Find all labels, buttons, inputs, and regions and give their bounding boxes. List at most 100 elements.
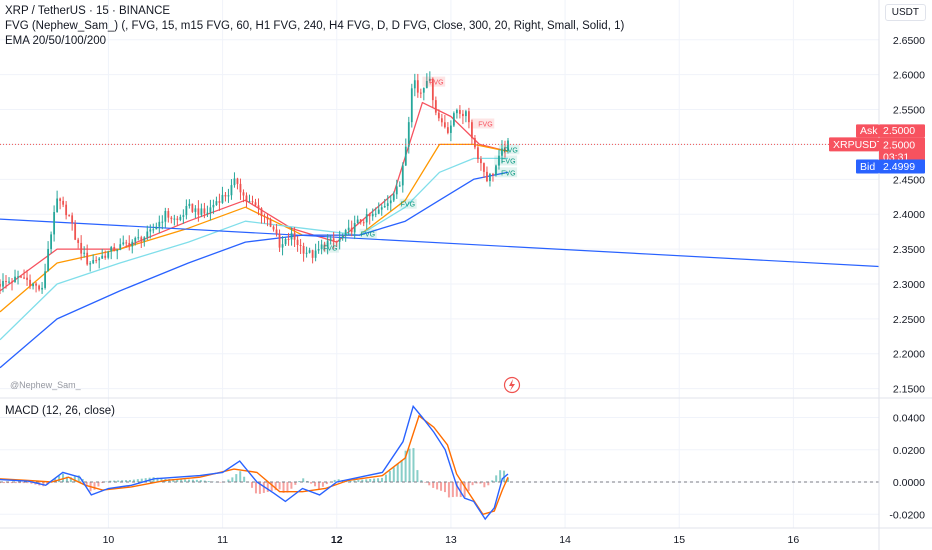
macd-histogram-bar[interactable]: [392, 467, 395, 483]
candle[interactable]: [486, 166, 488, 183]
candle[interactable]: [248, 194, 251, 203]
macd-histogram-bar[interactable]: [180, 479, 183, 483]
candle[interactable]: [302, 242, 305, 262]
fvg-zone[interactable]: [494, 167, 518, 178]
candle[interactable]: [495, 164, 497, 177]
candle[interactable]: [311, 249, 314, 264]
candle[interactable]: [230, 179, 233, 200]
macd-histogram-bar[interactable]: [388, 470, 391, 483]
macd-histogram-bar[interactable]: [254, 482, 257, 494]
macd-histogram-bar[interactable]: [325, 482, 328, 485]
candle[interactable]: [170, 215, 173, 224]
macd-histogram-bar[interactable]: [443, 482, 446, 493]
macd-histogram-bar[interactable]: [243, 476, 246, 483]
macd-signal-line[interactable]: [0, 414, 509, 516]
macd-histogram-bar[interactable]: [219, 482, 222, 483]
macd-histogram-bar[interactable]: [117, 480, 120, 483]
macd-histogram-bar[interactable]: [125, 480, 128, 483]
macd-histogram-bar[interactable]: [499, 470, 502, 483]
candle[interactable]: [206, 205, 209, 218]
candle[interactable]: [374, 207, 377, 218]
candle[interactable]: [398, 181, 401, 187]
macd-histogram-bar[interactable]: [18, 482, 21, 484]
candle[interactable]: [8, 277, 10, 284]
candle[interactable]: [179, 214, 182, 222]
candle[interactable]: [68, 214, 71, 217]
candle[interactable]: [332, 231, 335, 249]
candle[interactable]: [326, 234, 329, 255]
ema-100-line[interactable]: [0, 157, 508, 341]
candle[interactable]: [23, 269, 25, 280]
fvg-zone[interactable]: [494, 155, 518, 166]
candle[interactable]: [245, 192, 248, 208]
candle[interactable]: [377, 202, 380, 215]
candle[interactable]: [356, 215, 359, 224]
macd-histogram-bar[interactable]: [132, 479, 135, 483]
candle[interactable]: [498, 149, 500, 170]
macd-histogram-bar[interactable]: [451, 482, 454, 498]
candle[interactable]: [101, 248, 104, 260]
macd-histogram-bar[interactable]: [503, 470, 506, 483]
macd-histogram-bar[interactable]: [286, 482, 289, 493]
macd-histogram-bar[interactable]: [440, 482, 443, 491]
currency-scale-button[interactable]: USDT: [884, 4, 926, 21]
candle[interactable]: [134, 236, 137, 246]
macd-histogram-bar[interactable]: [62, 473, 65, 483]
macd-histogram-bar[interactable]: [424, 482, 427, 483]
macd-histogram-bar[interactable]: [321, 482, 324, 487]
candle[interactable]: [407, 116, 410, 154]
candle[interactable]: [74, 220, 77, 241]
candle[interactable]: [212, 199, 215, 214]
candle[interactable]: [395, 179, 398, 199]
candle[interactable]: [335, 240, 338, 247]
candle[interactable]: [392, 191, 395, 203]
candle[interactable]: [155, 222, 158, 230]
macd-histogram-bar[interactable]: [467, 482, 470, 492]
candle[interactable]: [2, 273, 4, 293]
macd-histogram-bar[interactable]: [188, 479, 191, 483]
candle[interactable]: [149, 224, 152, 239]
macd-histogram-bar[interactable]: [373, 478, 376, 483]
macd-histogram-bar[interactable]: [357, 480, 360, 483]
macd-histogram-bar[interactable]: [506, 477, 509, 483]
candle[interactable]: [329, 235, 332, 245]
candle[interactable]: [425, 73, 428, 89]
candle[interactable]: [266, 213, 269, 227]
fvg-zone[interactable]: [498, 144, 520, 155]
macd-histogram-bar[interactable]: [475, 482, 478, 484]
candle[interactable]: [254, 198, 257, 207]
candle[interactable]: [305, 246, 308, 258]
macd-histogram-bar[interactable]: [10, 482, 13, 484]
macd-histogram-bar[interactable]: [400, 459, 403, 483]
fvg-zone[interactable]: [422, 76, 446, 87]
candle[interactable]: [158, 215, 161, 233]
macd-histogram-bar[interactable]: [365, 479, 368, 483]
macd-histogram-bar[interactable]: [333, 479, 336, 483]
candle[interactable]: [449, 120, 452, 142]
macd-pane[interactable]: [0, 404, 879, 521]
candle[interactable]: [35, 281, 37, 293]
candle[interactable]: [140, 235, 143, 249]
candle[interactable]: [50, 231, 53, 254]
candle[interactable]: [428, 71, 431, 83]
ema-50-line[interactable]: [0, 143, 509, 313]
candle[interactable]: [281, 236, 284, 256]
candle[interactable]: [404, 138, 407, 167]
candle[interactable]: [275, 223, 278, 237]
candle[interactable]: [474, 135, 476, 150]
macd-histogram-bar[interactable]: [69, 477, 72, 483]
macd-histogram-bar[interactable]: [58, 475, 61, 483]
candle[interactable]: [203, 202, 206, 219]
candle[interactable]: [251, 195, 254, 205]
macd-histogram-bar[interactable]: [310, 482, 313, 484]
macd-histogram-bar[interactable]: [302, 478, 305, 483]
candle[interactable]: [416, 73, 419, 98]
candle[interactable]: [437, 109, 440, 122]
candle[interactable]: [62, 196, 65, 208]
macd-histogram-bar[interactable]: [184, 479, 187, 483]
macd-histogram-bar[interactable]: [191, 479, 194, 483]
candle[interactable]: [191, 203, 194, 213]
macd-histogram-bar[interactable]: [306, 480, 309, 483]
lightning-icon[interactable]: [503, 376, 521, 394]
